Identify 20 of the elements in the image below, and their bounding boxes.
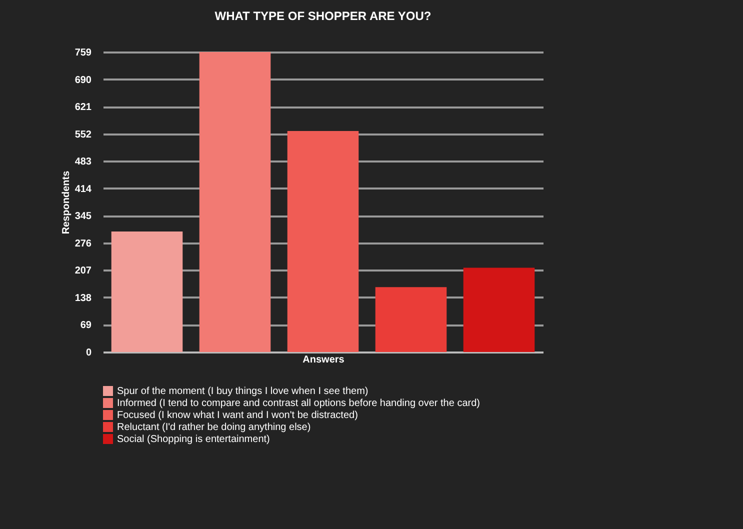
- y-tick-label: 138: [74, 292, 92, 304]
- y-tick-label: 759: [74, 48, 92, 58]
- y-tick-label: 276: [74, 238, 92, 250]
- y-axis-title: Respondents: [60, 170, 72, 234]
- chart-title: WHAT TYPE OF SHOPPER ARE YOU?: [214, 9, 432, 23]
- x-axis-title: Answers: [302, 354, 345, 366]
- y-tick-label: 207: [74, 266, 92, 277]
- y-tick-label: 69: [80, 320, 92, 332]
- y-tick-label: 345: [74, 211, 92, 222]
- y-tick-label: 414: [74, 184, 92, 195]
- legend-label: Social (Shopping is entertainment): [117, 434, 270, 445]
- legend-label: Reluctant (I'd rather be doing anything else): [117, 422, 311, 433]
- legend-label: Focused (I know what I want and I won't be distracted): [117, 410, 358, 421]
- y-tick-label: 690: [74, 74, 92, 86]
- y-tick-label: 552: [74, 129, 92, 140]
- y-tick-label: 483: [74, 156, 92, 168]
- legend-label: Informed (I tend to compare and contrast all options before handing over the card): [117, 398, 480, 409]
- legend-label: Spur of the moment (I buy things I love when I see them): [117, 386, 368, 397]
- y-tick-label: 0: [86, 348, 92, 358]
- y-tick-label: 621: [74, 102, 92, 114]
